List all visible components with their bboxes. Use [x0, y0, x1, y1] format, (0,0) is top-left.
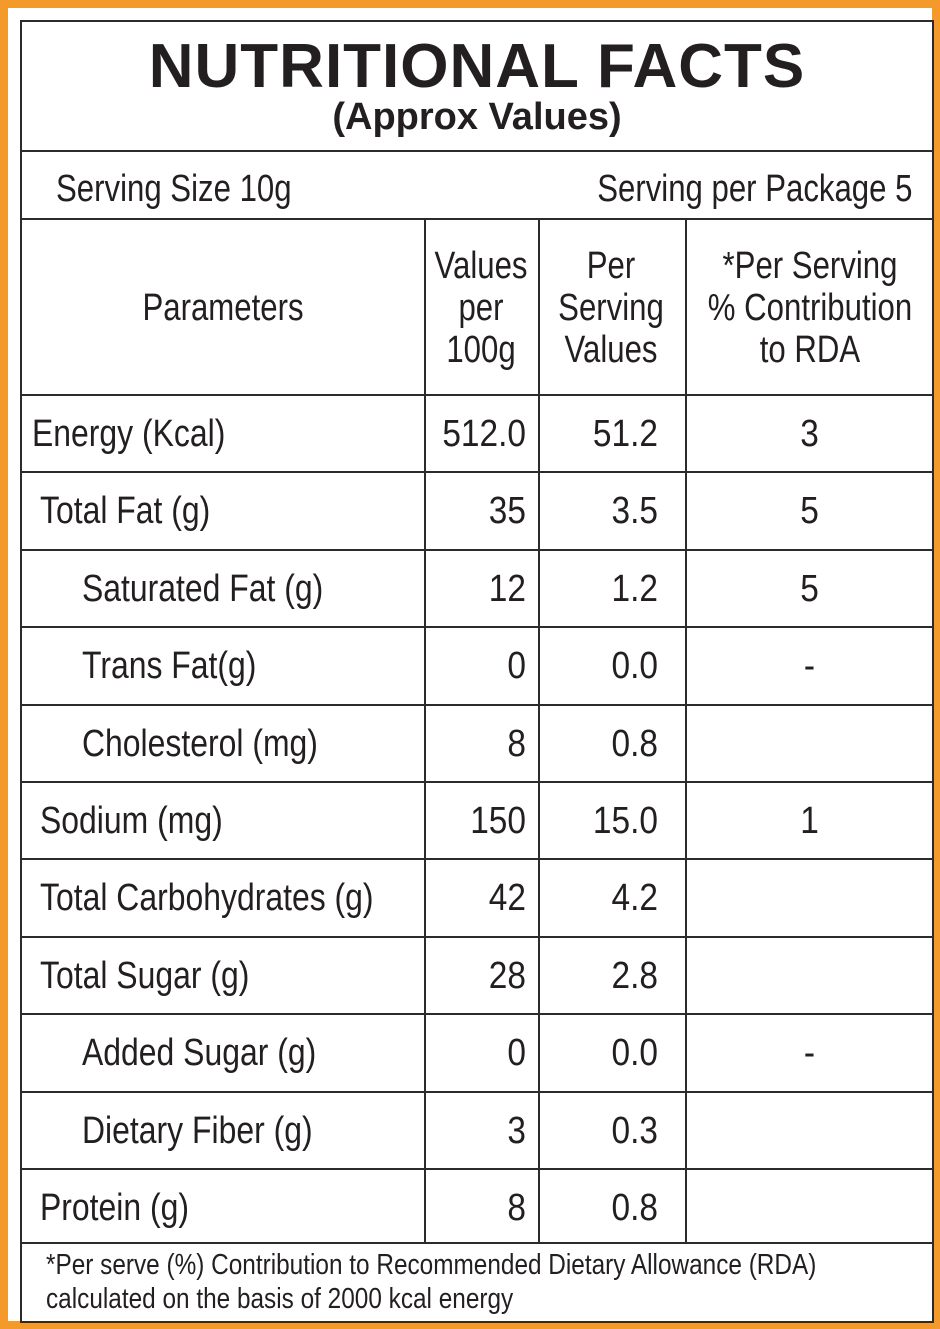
row-rda-contribution: 3 — [800, 413, 819, 455]
row-rda-contribution: 5 — [800, 490, 819, 533]
row-value-per-100g: 8 — [507, 1187, 526, 1229]
header-line: Values — [434, 245, 528, 287]
row-parameter: Trans Fat(g) — [82, 645, 257, 688]
footnote-line: *Per serve (%) Contribution to Recommend… — [46, 1249, 817, 1281]
header-parameters: Parameters — [142, 287, 304, 329]
header-line: per — [458, 287, 504, 329]
row-value-per-serving: 15.0 — [592, 800, 658, 842]
column-divider — [685, 220, 687, 1244]
row-value-per-100g: 35 — [488, 490, 526, 533]
row-value-per-serving: 4.2 — [611, 877, 658, 920]
header-line: % Contribution — [707, 287, 913, 329]
nutrition-table: NUTRITIONAL FACTS (Approx Values) Servin… — [20, 20, 934, 1323]
row-parameter: Total Sugar (g) — [40, 954, 250, 997]
header-rda-contribution: *Per Serving % Contribution to RDA — [687, 245, 933, 371]
row-parameter: Cholesterol (mg) — [82, 722, 318, 765]
row-value-per-serving: 0.0 — [611, 645, 658, 688]
row-rda-contribution — [702, 706, 918, 783]
header-line: Values — [564, 329, 658, 371]
subtitle: (Approx Values) — [332, 96, 622, 138]
row-rda-contribution: 1 — [800, 800, 819, 842]
row-value-per-100g: 0 — [507, 1032, 526, 1075]
row-parameter: Protein (g) — [40, 1187, 190, 1229]
row-parameter: Energy (Kcal) — [32, 413, 226, 455]
header-per-serving-values: Per Serving Values — [545, 245, 678, 371]
divider — [22, 1242, 932, 1244]
row-divider — [22, 1090, 932, 1093]
row-divider — [22, 548, 932, 551]
row-value-per-100g: 8 — [507, 722, 526, 765]
row-divider — [22, 471, 932, 474]
row-value-per-serving: 3.5 — [611, 490, 658, 533]
row-parameter: Added Sugar (g) — [82, 1032, 317, 1075]
serving-per-package: Serving per Package 5 — [596, 168, 912, 210]
row-rda-contribution — [702, 938, 918, 1015]
divider — [22, 218, 932, 220]
row-divider — [22, 858, 932, 861]
row-value-per-100g: 0 — [507, 645, 526, 688]
row-value-per-100g: 3 — [507, 1109, 526, 1152]
divider — [22, 394, 932, 396]
row-value-per-100g: 12 — [488, 567, 526, 610]
title: NUTRITIONAL FACTS — [148, 32, 806, 101]
row-value-per-serving: 0.8 — [611, 722, 658, 765]
row-rda-contribution — [702, 1093, 918, 1170]
row-value-per-serving: 2.8 — [611, 954, 658, 997]
divider — [22, 150, 932, 152]
row-parameter: Sodium (mg) — [40, 800, 223, 842]
row-rda-contribution — [702, 1170, 918, 1247]
row-parameter: Total Carbohydrates (g) — [40, 877, 374, 920]
footnote-line: calculated on the basis of 2000 kcal ene… — [46, 1283, 514, 1315]
row-value-per-100g: 512.0 — [442, 413, 526, 455]
header-line: Serving — [558, 287, 664, 329]
row-divider — [22, 703, 932, 706]
row-value-per-serving: 0.8 — [611, 1187, 658, 1229]
row-rda-contribution — [702, 860, 918, 937]
row-value-per-serving: 1.2 — [611, 567, 658, 610]
row-value-per-100g: 42 — [488, 877, 526, 920]
header-line: Per — [586, 245, 636, 287]
row-divider — [22, 1013, 932, 1016]
row-parameter: Saturated Fat (g) — [82, 567, 324, 610]
row-value-per-100g: 28 — [488, 954, 526, 997]
row-rda-contribution: - — [803, 645, 816, 688]
row-rda-contribution: 5 — [800, 567, 819, 610]
serving-size: Serving Size 10g — [56, 168, 292, 210]
footnote: *Per serve (%) Contribution to Recommend… — [46, 1248, 817, 1316]
row-rda-contribution: - — [803, 1032, 816, 1075]
header-line: 100g — [446, 329, 516, 371]
row-divider — [22, 1168, 932, 1170]
row-divider — [22, 935, 932, 938]
row-divider — [22, 626, 932, 629]
row-value-per-serving: 51.2 — [592, 413, 658, 455]
row-value-per-serving: 0.3 — [611, 1109, 658, 1152]
header-line: to RDA — [759, 329, 861, 371]
column-divider — [538, 220, 540, 1244]
header-values-per-100g: Values per 100g — [423, 245, 539, 371]
row-parameter: Dietary Fiber (g) — [82, 1109, 313, 1152]
row-value-per-serving: 0.0 — [611, 1032, 658, 1075]
row-divider — [22, 781, 932, 783]
column-divider — [424, 220, 426, 1244]
row-value-per-100g: 150 — [470, 800, 526, 842]
header-line: *Per Serving — [722, 245, 898, 287]
row-parameter: Total Fat (g) — [40, 490, 211, 533]
